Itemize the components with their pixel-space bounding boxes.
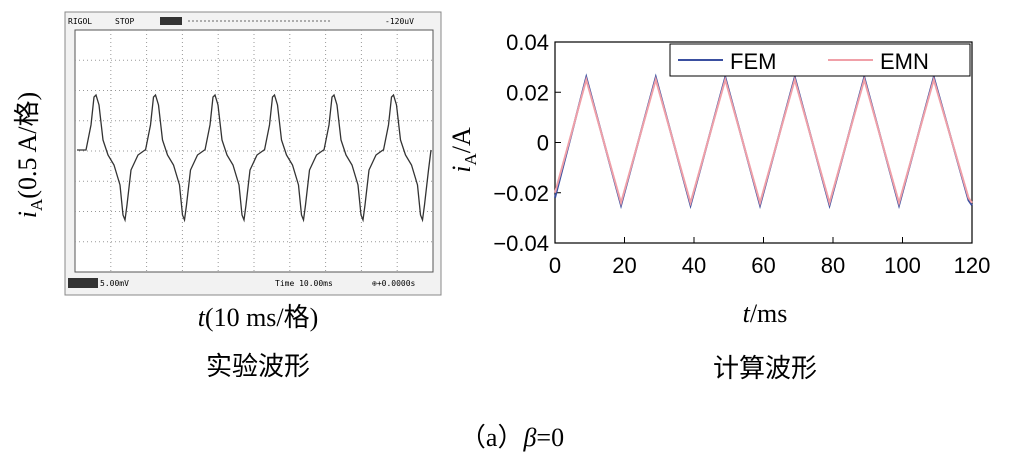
x-tick-label: 20 — [612, 253, 636, 278]
x-tick-label: 40 — [682, 253, 706, 278]
scope-ch-icon — [68, 278, 98, 288]
caption-part: =0 — [536, 423, 564, 452]
label-part: /A — [447, 127, 476, 153]
y-tick-label: −0.02 — [493, 181, 549, 206]
oscilloscope: RIGOL STOP -120uV 5.00mV Time 10.00ms ⊕+… — [13, 11, 442, 381]
label-part: (10 ms/格) — [205, 303, 318, 332]
y-tick-label: 0 — [537, 131, 549, 156]
figure-caption: （a）β=0 — [460, 423, 564, 452]
y-axis-label: iA/A — [447, 127, 480, 173]
y-tick-label: 0.04 — [506, 30, 549, 55]
scope-brand: RIGOL — [68, 17, 92, 26]
scope-icon — [160, 17, 182, 25]
scope-trigger: -120uV — [385, 17, 414, 26]
caption-part: （a） — [460, 423, 524, 452]
scope-time: Time 10.00ms — [275, 279, 333, 288]
scope-status: STOP — [115, 17, 134, 26]
scope-y-label: iA(0.5 A/格) — [13, 92, 46, 218]
series-line — [554, 73, 973, 210]
chart-caption: 计算波形 — [713, 354, 817, 383]
scope-waveform — [77, 93, 432, 223]
y-tick-label: −0.04 — [493, 231, 549, 256]
x-tick-label: 80 — [821, 253, 845, 278]
y-tick-label: 0.02 — [506, 80, 549, 105]
label-part: (0.5 A/格) — [13, 92, 42, 199]
label-part: t — [743, 299, 751, 328]
x-tick-label: 60 — [751, 253, 775, 278]
scope-caption: 实验波形 — [206, 352, 310, 381]
caption-part: β — [522, 423, 536, 452]
label-part: i — [447, 166, 476, 173]
x-axis-label: t/ms — [743, 299, 788, 328]
scope-offset: ⊕+0.0000s — [372, 279, 416, 288]
x-tick-label: 100 — [884, 253, 921, 278]
x-tick-label: 120 — [954, 253, 991, 278]
label-part: A — [27, 198, 46, 211]
series-line — [554, 75, 973, 207]
scope-grid — [75, 30, 433, 272]
label-part: i — [13, 211, 42, 218]
label-part: /ms — [750, 299, 788, 328]
label-part: t — [198, 303, 206, 332]
label-part: A — [461, 153, 480, 166]
legend-label: EMN — [880, 49, 929, 74]
scope-channel: 5.00mV — [100, 279, 129, 288]
line-chart: iA/A t/ms 计算波形 −0.04 −0.02 0 0.02 0.04 0 20 40 6… — [447, 30, 990, 383]
scope-x-label: t(10 ms/格) — [198, 303, 319, 332]
x-tick-label: 0 — [549, 253, 561, 278]
legend-label: FEM — [730, 49, 776, 74]
